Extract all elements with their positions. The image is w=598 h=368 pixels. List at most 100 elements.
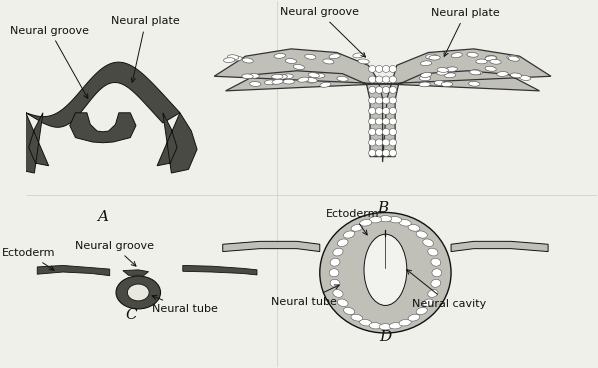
Ellipse shape — [451, 53, 462, 58]
Ellipse shape — [389, 128, 396, 135]
Ellipse shape — [399, 220, 411, 226]
Ellipse shape — [437, 68, 448, 72]
Ellipse shape — [445, 67, 456, 72]
Ellipse shape — [399, 319, 411, 326]
Polygon shape — [183, 265, 257, 275]
Polygon shape — [123, 270, 148, 275]
Ellipse shape — [389, 86, 396, 93]
Ellipse shape — [353, 53, 364, 58]
Text: Neural tube: Neural tube — [151, 296, 218, 314]
Ellipse shape — [389, 149, 396, 156]
Ellipse shape — [305, 78, 316, 83]
Ellipse shape — [351, 224, 363, 231]
Ellipse shape — [419, 76, 431, 81]
Ellipse shape — [333, 248, 343, 256]
Ellipse shape — [408, 224, 420, 231]
Ellipse shape — [419, 82, 431, 87]
Ellipse shape — [358, 59, 370, 64]
Ellipse shape — [382, 128, 390, 135]
Ellipse shape — [376, 86, 383, 93]
Ellipse shape — [368, 86, 376, 93]
Ellipse shape — [497, 72, 508, 77]
Text: Neural groove: Neural groove — [10, 26, 89, 99]
Ellipse shape — [272, 79, 283, 84]
Ellipse shape — [428, 248, 438, 256]
Ellipse shape — [382, 66, 390, 72]
Ellipse shape — [368, 118, 376, 125]
Ellipse shape — [329, 269, 339, 277]
Ellipse shape — [416, 307, 428, 315]
Ellipse shape — [282, 74, 294, 79]
Text: B: B — [377, 201, 388, 215]
Ellipse shape — [428, 290, 438, 297]
Ellipse shape — [376, 149, 383, 156]
Ellipse shape — [283, 79, 294, 84]
Ellipse shape — [343, 307, 355, 315]
Text: Ectoderm: Ectoderm — [2, 248, 56, 270]
Polygon shape — [26, 62, 180, 127]
Ellipse shape — [343, 231, 355, 238]
Ellipse shape — [231, 56, 242, 61]
Ellipse shape — [376, 76, 383, 83]
Ellipse shape — [351, 314, 363, 321]
Ellipse shape — [242, 74, 254, 79]
Ellipse shape — [389, 66, 396, 72]
Ellipse shape — [389, 97, 396, 104]
Text: Neural cavity: Neural cavity — [407, 270, 486, 309]
Ellipse shape — [382, 118, 390, 125]
Ellipse shape — [294, 64, 304, 70]
Ellipse shape — [333, 290, 343, 297]
Text: Neural tube: Neural tube — [271, 285, 339, 307]
Ellipse shape — [382, 107, 390, 114]
Ellipse shape — [382, 76, 390, 83]
Ellipse shape — [379, 216, 392, 222]
Ellipse shape — [368, 97, 376, 104]
Ellipse shape — [432, 269, 442, 277]
Ellipse shape — [242, 58, 254, 63]
Polygon shape — [37, 265, 109, 276]
Ellipse shape — [382, 86, 390, 93]
Ellipse shape — [389, 323, 402, 329]
Ellipse shape — [376, 97, 383, 104]
Ellipse shape — [264, 80, 276, 85]
Ellipse shape — [408, 314, 420, 321]
Text: Neural plate: Neural plate — [431, 8, 500, 56]
Ellipse shape — [323, 59, 334, 64]
Ellipse shape — [389, 139, 396, 146]
Text: D: D — [379, 330, 392, 344]
Ellipse shape — [416, 231, 428, 238]
Ellipse shape — [485, 66, 496, 71]
Ellipse shape — [389, 118, 396, 125]
Ellipse shape — [471, 70, 482, 75]
Ellipse shape — [274, 53, 285, 58]
Text: Neural groove: Neural groove — [280, 7, 365, 57]
Ellipse shape — [320, 82, 331, 87]
Ellipse shape — [476, 59, 487, 64]
Ellipse shape — [434, 81, 446, 85]
Ellipse shape — [420, 72, 432, 77]
Ellipse shape — [305, 54, 316, 59]
Ellipse shape — [441, 82, 453, 86]
Ellipse shape — [420, 61, 432, 66]
Ellipse shape — [368, 139, 376, 146]
Ellipse shape — [127, 284, 149, 301]
Ellipse shape — [285, 59, 297, 63]
Ellipse shape — [508, 56, 519, 61]
Ellipse shape — [467, 52, 478, 57]
Ellipse shape — [376, 128, 383, 135]
Ellipse shape — [376, 139, 383, 146]
Ellipse shape — [368, 66, 376, 72]
Ellipse shape — [376, 118, 383, 125]
Ellipse shape — [510, 73, 521, 78]
Ellipse shape — [337, 299, 348, 307]
Ellipse shape — [271, 74, 283, 79]
Ellipse shape — [431, 258, 441, 266]
Ellipse shape — [507, 55, 518, 60]
Ellipse shape — [389, 107, 396, 114]
Ellipse shape — [369, 217, 382, 223]
Ellipse shape — [368, 107, 376, 114]
Polygon shape — [214, 49, 551, 162]
Ellipse shape — [469, 70, 481, 75]
Ellipse shape — [389, 76, 396, 83]
Ellipse shape — [364, 234, 407, 305]
